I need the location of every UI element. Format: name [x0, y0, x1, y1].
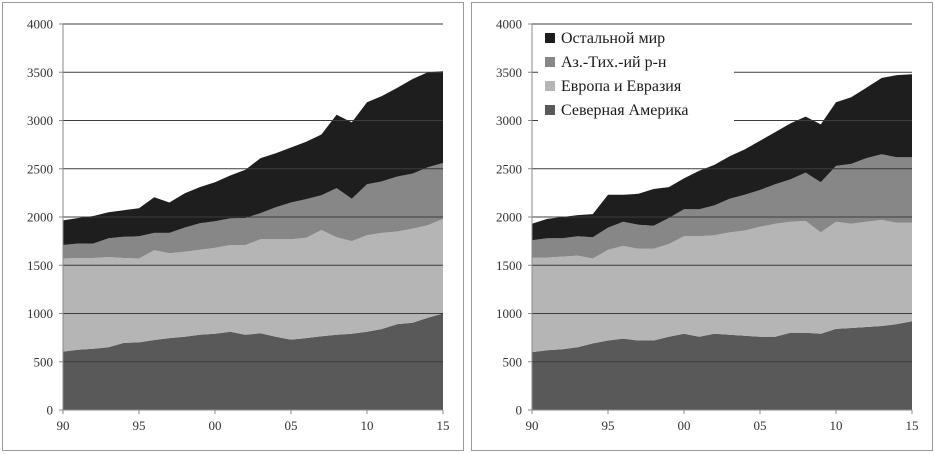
left-y-tick-label: 500 [34, 354, 54, 369]
legend-swatch [545, 57, 555, 67]
legend-swatch [545, 105, 555, 115]
left-x-tick-label: 05 [285, 418, 298, 433]
right-y-tick-label: 4000 [496, 17, 522, 32]
legend-swatch [545, 33, 555, 43]
left-y-tick-label: 4000 [27, 17, 53, 32]
left-x-tick-label: 15 [437, 418, 450, 433]
left-y-tick-label: 1500 [27, 258, 53, 273]
right-x-tick-label: 10 [830, 418, 843, 433]
right-area-north-america [532, 321, 912, 410]
right-y-tick-label: 500 [503, 354, 523, 369]
chart-panel-left: 0 500 1000 1500 2000 2500 3000 3500 4000 90 95 00 05… [2, 2, 464, 451]
left-y-tick-label: 2000 [27, 210, 53, 225]
right-area-rest-of-world [532, 74, 912, 241]
right-y-tick-label: 3500 [496, 65, 522, 80]
right-legend: Остальной мир Аз.-Тих.-ий р-н Европа и Евр… [538, 25, 734, 125]
right-y-tick-label: 3000 [496, 113, 522, 128]
legend-label: Аз.-Тих.-ий р-н [561, 54, 667, 71]
left-x-tick-label: 00 [209, 418, 222, 433]
left-area-rest-of-world [63, 71, 443, 245]
left-area-europe-eurasia [63, 218, 443, 352]
right-y-tick-label: 1000 [496, 306, 522, 321]
left-y-tick-label: 0 [47, 403, 54, 418]
left-y-tick-label: 3000 [27, 113, 53, 128]
right-x-tick-label: 00 [678, 418, 691, 433]
legend-label: Европа и Евразия [561, 78, 682, 95]
left-x-tick-label: 90 [57, 418, 70, 433]
left-x-tick-label: 95 [133, 418, 146, 433]
right-x-tick-label: 15 [906, 418, 919, 433]
left-x-tick-label: 10 [361, 418, 374, 433]
right-y-tick-label: 2500 [496, 161, 522, 176]
right-y-tick-label: 1500 [496, 258, 522, 273]
left-y-tick-label: 2500 [27, 161, 53, 176]
left-y-tick-label: 1000 [27, 306, 53, 321]
legend-label: Северная Америка [561, 102, 689, 119]
legend-box [538, 25, 734, 125]
right-y-tick-label: 2000 [496, 210, 522, 225]
stacked-area-chart-left: 0 500 1000 1500 2000 2500 3000 3500 4000 90 95 00 05… [27, 17, 450, 434]
left-area-asia-pacific [63, 163, 443, 259]
right-area-europe-eurasia [532, 219, 912, 353]
right-y-tick-label: 0 [516, 403, 523, 418]
chart-panel-right: 0 500 1000 1500 2000 2500 3000 3500 4000 90 95 00 05… [471, 2, 933, 451]
left-y-tick-label: 3500 [27, 65, 53, 80]
right-x-tick-label: 95 [602, 418, 615, 433]
right-area-asia-pacific [532, 154, 912, 259]
right-x-tick-label: 90 [526, 418, 539, 433]
stacked-area-chart-right: 0 500 1000 1500 2000 2500 3000 3500 4000 90 95 00 05… [496, 17, 919, 434]
legend-label: Остальной мир [561, 30, 665, 47]
legend-swatch [545, 81, 555, 91]
right-x-tick-label: 05 [754, 418, 767, 433]
